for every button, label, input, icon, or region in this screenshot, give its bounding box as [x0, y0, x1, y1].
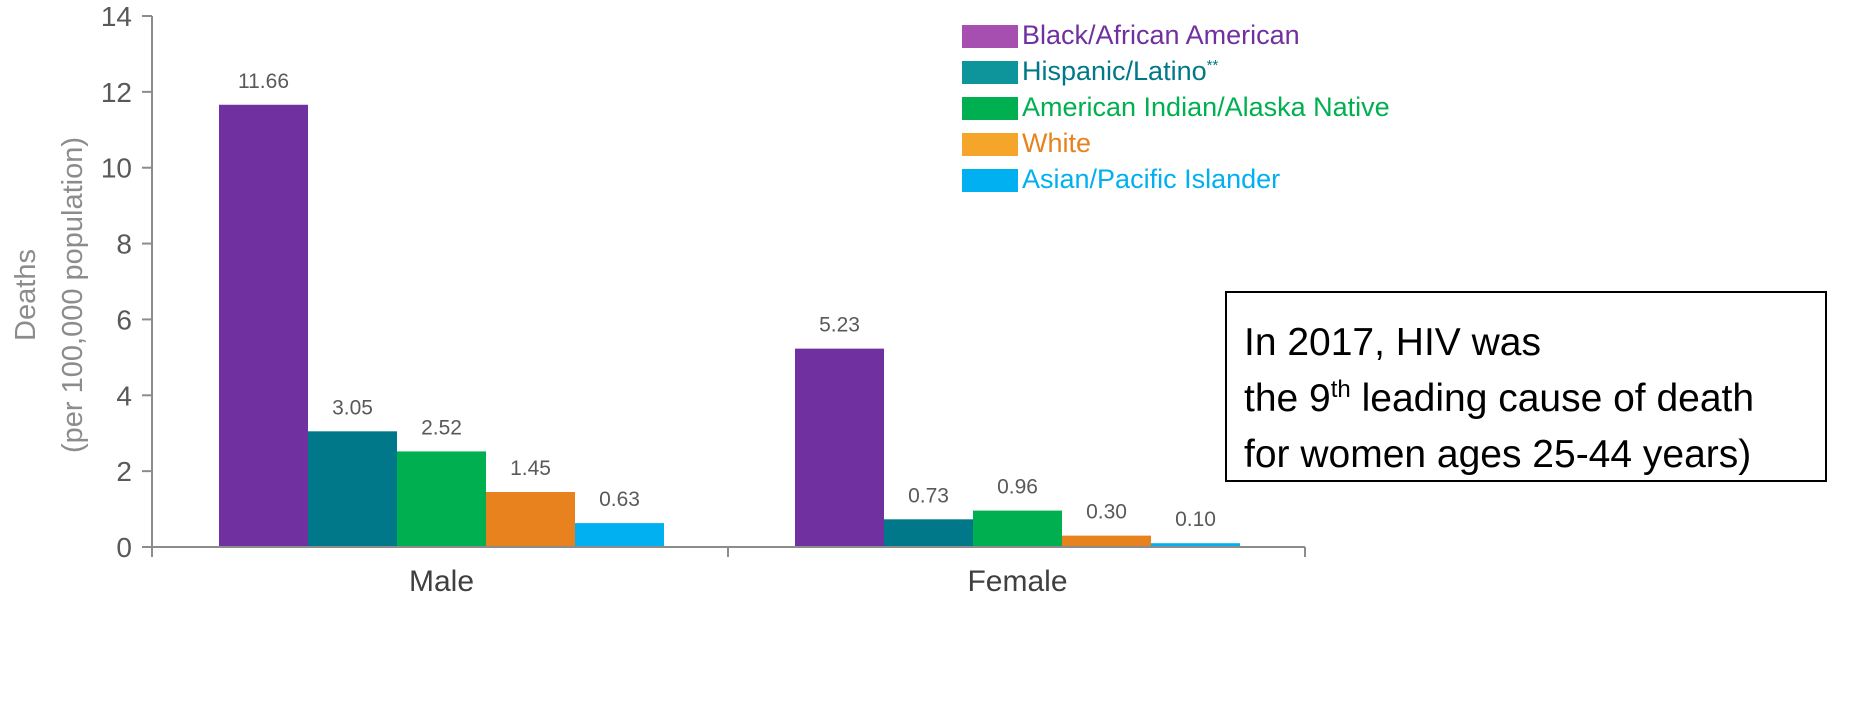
bar	[795, 348, 884, 547]
annotation-line-1: In 2017, HIV was	[1244, 321, 1541, 364]
legend-swatch	[962, 61, 1018, 84]
bar	[219, 104, 308, 547]
bar	[486, 492, 575, 547]
data-label: 0.10	[1175, 508, 1216, 531]
data-label: 2.52	[421, 416, 462, 439]
y-tick-label: 14	[101, 1, 132, 32]
data-label: 0.73	[908, 484, 949, 507]
bar	[308, 431, 397, 547]
data-label: 0.96	[997, 476, 1038, 499]
data-label: 3.05	[332, 396, 373, 419]
y-axis-label: Deaths (per 100,000 population)	[10, 137, 89, 453]
legend-swatch	[962, 169, 1018, 192]
legend-swatch	[962, 97, 1018, 120]
x-category-label: Male	[409, 565, 474, 598]
annotation-line-2: the 9th leading cause of death	[1244, 376, 1755, 420]
y-tick-label: 8	[116, 229, 132, 260]
annotation-box: In 2017, HIV was the 9th leading cause o…	[1225, 291, 1827, 482]
legend-swatch	[962, 133, 1018, 156]
y-tick-label: 4	[116, 380, 132, 411]
legend-label: Black/African American	[1022, 20, 1300, 50]
legend-label: Asian/Pacific Islander	[1022, 164, 1280, 194]
y-axis-label-line2: (per 100,000 population)	[57, 137, 89, 453]
legend-swatch	[962, 25, 1018, 48]
data-label: 1.45	[510, 457, 551, 480]
data-label: 0.30	[1086, 501, 1127, 524]
bars: 11.66 3.05 2.52 1.45 0.63 5.23 0.73 0.96 0.30 0.1…	[219, 70, 1240, 547]
y-tick-label: 12	[101, 77, 132, 108]
y-axis: 0 2 4 6 8 10 12 14	[101, 1, 153, 563]
bar	[884, 519, 973, 547]
y-tick-label: 2	[116, 456, 132, 487]
legend-label: American Indian/Alaska Native	[1022, 92, 1390, 122]
y-axis-label-line1: Deaths	[10, 249, 42, 341]
legend: Black/African American Hispanic/Latino** A…	[962, 20, 1390, 194]
legend-label: Hispanic/Latino**	[1022, 56, 1218, 86]
bar	[1151, 543, 1240, 547]
y-tick-label: 0	[116, 532, 132, 563]
data-label: 0.63	[599, 488, 640, 511]
legend-label: White	[1022, 128, 1091, 158]
y-tick-label: 6	[116, 304, 132, 335]
data-label: 5.23	[819, 314, 860, 337]
annotation-line-3: for women ages 25-44 years)	[1244, 433, 1752, 476]
bar	[575, 523, 664, 547]
x-axis: Male Female	[151, 546, 1306, 598]
bar	[973, 510, 1062, 547]
y-tick-label: 10	[101, 153, 132, 184]
bar	[1062, 535, 1151, 547]
bar	[397, 451, 486, 547]
x-category-label: Female	[967, 565, 1067, 598]
data-label: 11.66	[238, 70, 289, 93]
